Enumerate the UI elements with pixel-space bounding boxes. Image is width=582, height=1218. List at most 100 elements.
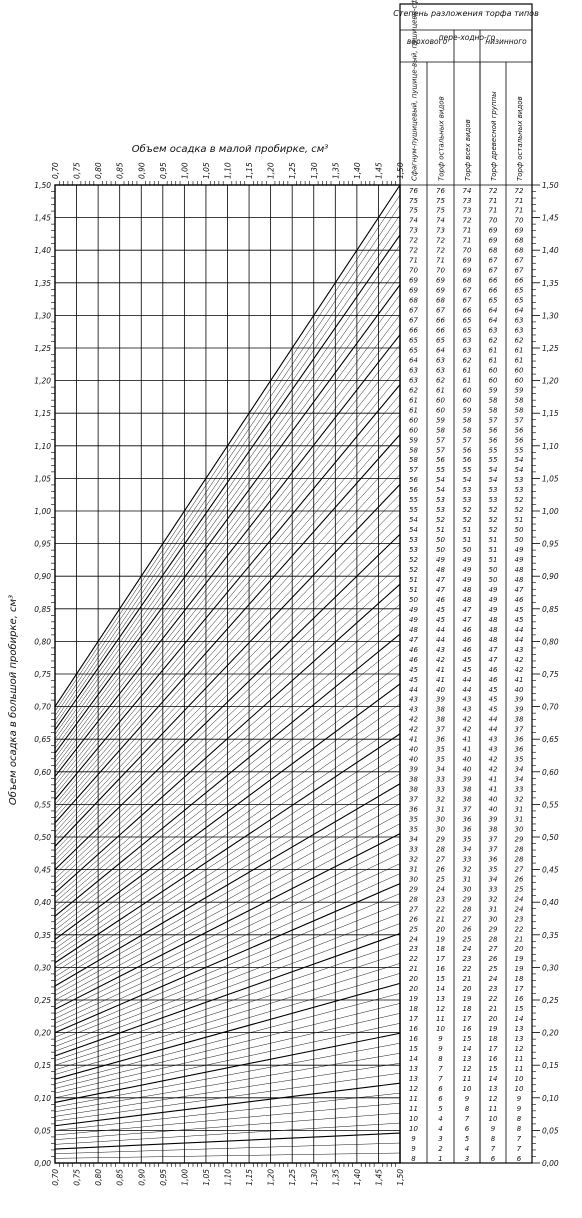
ratio-line [54, 783, 401, 987]
y-tick-label-left: 0,25 [34, 996, 51, 1005]
table-cell: 15 [489, 1065, 498, 1073]
table-cell: 21 [463, 975, 472, 983]
table-cell: 8 [465, 1105, 470, 1113]
y-tick-label-left: 0,95 [34, 540, 51, 549]
ratio-line [54, 214, 401, 721]
table-cell: 24 [409, 935, 418, 943]
table-cell: 48 [489, 636, 498, 644]
ratio-line [54, 623, 401, 912]
ratio-line [54, 643, 401, 922]
table-cell: 36 [463, 825, 472, 833]
table-cell: 34 [515, 766, 524, 774]
y-tick-label-right: 1,10 [542, 442, 559, 451]
table-cell: 60 [436, 406, 445, 414]
table-cell: 61 [409, 406, 418, 414]
table-cell: 56 [463, 456, 472, 464]
ratio-line [54, 514, 401, 861]
y-tick-label-right: 0,90 [542, 572, 559, 581]
table-cell: 61 [463, 376, 472, 384]
ratio-line [54, 1062, 401, 1117]
table-cell: 56 [409, 486, 418, 494]
ratio-line [54, 953, 401, 1066]
ratio-line [54, 484, 401, 847]
table-cell: 53 [436, 506, 445, 514]
table-cell: 15 [436, 975, 445, 983]
ratio-line [54, 883, 401, 1034]
table-cell: 39 [515, 706, 524, 714]
x-tick-label-top: 0,95 [159, 162, 168, 179]
table-cell: 49 [463, 566, 472, 574]
table-cell: 47 [436, 586, 445, 594]
table-cell: 49 [489, 596, 498, 604]
table-cell: 37 [515, 726, 524, 734]
table-cell: 16 [436, 965, 445, 973]
table-column-header: Торф остальных видов [438, 96, 446, 181]
table-cell: 45 [463, 656, 472, 664]
ratio-line [54, 843, 401, 1015]
table-cell: 60 [436, 396, 445, 404]
table-cell: 24 [463, 945, 472, 953]
table-cell: 65 [515, 287, 524, 295]
y-tick-label-right: 1,05 [542, 474, 559, 483]
table-cell: 58 [409, 446, 418, 454]
table-cell: 30 [409, 875, 418, 883]
ratio-line [54, 703, 401, 949]
table-cell: 35 [436, 746, 445, 754]
y-tick-label-left: 1,20 [34, 377, 51, 386]
x-tick-label-bottom: 1,30 [310, 1169, 319, 1186]
x-axis-title-top: Объем осадка в малой пробирке, см³ [132, 143, 329, 155]
ratio-line [54, 414, 401, 814]
table-cell: 58 [409, 456, 418, 464]
table-cell: 48 [436, 566, 445, 574]
y-tick-label-right: 0,60 [542, 768, 559, 777]
ratio-line [54, 943, 401, 1061]
table-cell: 23 [436, 895, 445, 903]
ratio-line [54, 494, 401, 852]
table-cell: 47 [463, 616, 472, 624]
table-cell: 43 [515, 646, 524, 654]
table-cell: 50 [409, 596, 418, 604]
table-cell: 60 [409, 416, 418, 424]
table-cell: 15 [409, 1045, 418, 1053]
table-cell: 69 [409, 277, 418, 285]
ratio-line [54, 1053, 401, 1112]
table-cell: 32 [489, 895, 498, 903]
table-cell: 75 [409, 197, 418, 205]
ratio-line [54, 294, 401, 758]
table-cell: 28 [463, 905, 472, 913]
table-cell: 60 [489, 366, 498, 374]
table-cell: 20 [409, 985, 418, 993]
table-cell: 67 [515, 267, 524, 275]
ratio-line [54, 544, 401, 875]
table-cell: 24 [436, 885, 445, 893]
table-cell: 50 [489, 576, 498, 584]
ratio-line [54, 224, 401, 726]
table-cell: 65 [463, 317, 472, 325]
table-cell: 40 [489, 806, 498, 814]
y-tick-label-left: 0,75 [34, 670, 51, 679]
table-cell: 50 [463, 546, 472, 554]
table-cell: 10 [463, 1085, 472, 1093]
y-tick-label-left: 0,05 [34, 1126, 51, 1135]
table-cell: 14 [409, 1055, 418, 1063]
table-cell: 16 [409, 1025, 418, 1033]
table-cell: 30 [436, 816, 445, 824]
table-cell: 56 [436, 456, 445, 464]
table-cell: 67 [463, 297, 472, 305]
table-cell: 73 [436, 227, 445, 235]
table-cell: 49 [436, 556, 445, 564]
ratio-line [54, 344, 401, 782]
table-cell: 47 [489, 656, 498, 664]
table-cell: 40 [489, 796, 498, 804]
table-cell: 37 [489, 845, 498, 853]
table-cell: 13 [409, 1065, 418, 1073]
table-cell: 31 [436, 806, 445, 814]
table-cell: 60 [463, 386, 472, 394]
table-cell: 13 [463, 1055, 472, 1063]
table-cell: 50 [436, 536, 445, 544]
ratio-line [54, 304, 401, 763]
ratio-line [54, 284, 401, 754]
table-cell: 52 [436, 516, 445, 524]
table-cell: 52 [409, 556, 418, 564]
table-cell: 50 [515, 536, 524, 544]
